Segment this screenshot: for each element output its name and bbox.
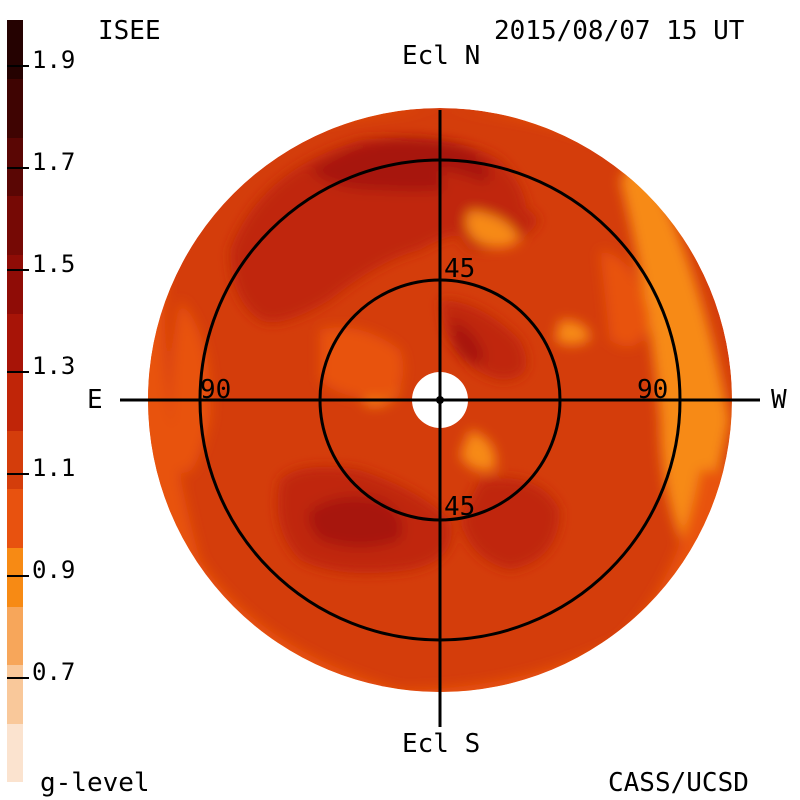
ring-90-west-label: 90 xyxy=(637,375,669,405)
south-label: Ecl S xyxy=(402,729,481,759)
colorbar-tick xyxy=(7,473,29,475)
colorbar-segment xyxy=(7,606,23,666)
colorbar-tick xyxy=(7,575,29,577)
colorbar-segment xyxy=(7,723,23,783)
colorbar-tick-label: 1.3 xyxy=(32,352,76,380)
colorbar-tick xyxy=(7,269,29,271)
ring-45-south-label: 45 xyxy=(444,492,476,522)
ring-90-east-label: 90 xyxy=(200,375,232,405)
colorbar-tick-label: 0.7 xyxy=(32,658,76,686)
colorbar-segment xyxy=(7,488,23,549)
colorbar-tick-label: 0.9 xyxy=(32,556,76,584)
source-label: ISEE xyxy=(98,16,161,46)
colorbar-tick-label: 1.1 xyxy=(32,454,76,482)
colorbar-segment xyxy=(7,195,23,255)
colorbar-segment xyxy=(7,78,23,138)
timestamp-label: 2015/08/07 15 UT xyxy=(494,16,745,46)
north-label: Ecl N xyxy=(402,41,481,71)
west-label: W xyxy=(771,385,787,415)
east-label: E xyxy=(87,385,103,415)
colorbar-segment xyxy=(7,137,23,197)
center-dot xyxy=(436,396,444,404)
colorbar-segment xyxy=(7,313,23,373)
colorbar-tick xyxy=(7,677,29,679)
colorbar-tick xyxy=(7,371,29,373)
colorbar-segment xyxy=(7,547,23,607)
credit-label: CASS/UCSD xyxy=(608,768,749,798)
colorbar-tick-label: 1.9 xyxy=(32,46,76,74)
colorbar-tick-label: 1.5 xyxy=(32,250,76,278)
ring-45-north-label: 45 xyxy=(444,254,476,284)
legend-title: g-level xyxy=(40,768,150,798)
colorbar-segment xyxy=(7,664,23,724)
colorbar-segment xyxy=(7,371,23,431)
colorbar-tick xyxy=(7,167,29,169)
g-level-map xyxy=(148,108,732,692)
colorbar-tick-label: 1.7 xyxy=(32,148,76,176)
colorbar-segment xyxy=(7,20,23,80)
colorbar-tick xyxy=(7,65,29,67)
